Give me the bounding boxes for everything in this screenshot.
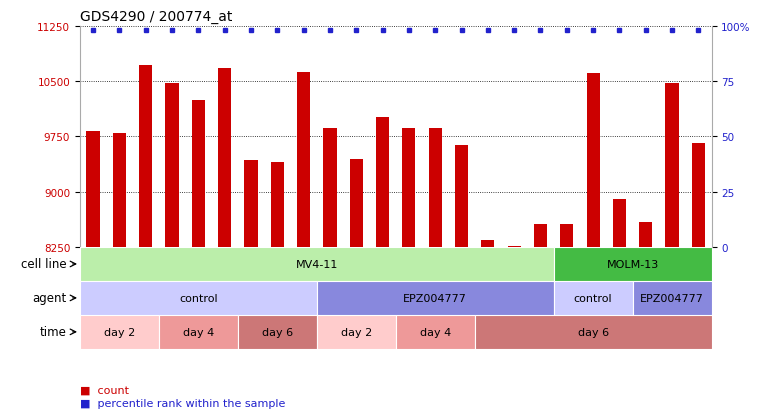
Bar	[508, 246, 521, 247]
Text: time: time	[40, 325, 67, 339]
Bar	[475, 315, 712, 349]
Bar	[554, 281, 632, 315]
Bar	[165, 83, 179, 247]
Bar	[692, 144, 705, 247]
Text: ■  percentile rank within the sample: ■ percentile rank within the sample	[80, 398, 285, 408]
Bar	[238, 315, 317, 349]
Bar	[323, 129, 336, 247]
Bar	[632, 281, 712, 315]
Bar	[396, 315, 475, 349]
Text: EPZ004777: EPZ004777	[403, 293, 467, 303]
Bar	[428, 128, 442, 247]
Text: day 2: day 2	[341, 327, 372, 337]
Bar	[113, 133, 126, 247]
Text: GDS4290 / 200774_at: GDS4290 / 200774_at	[80, 10, 232, 24]
Text: day 6: day 6	[262, 327, 293, 337]
Text: EPZ004777: EPZ004777	[640, 293, 704, 303]
Bar	[317, 315, 396, 349]
Text: control: control	[574, 293, 613, 303]
Text: control: control	[179, 293, 218, 303]
Bar	[349, 159, 363, 247]
Bar	[80, 315, 159, 349]
Text: ■  count: ■ count	[80, 385, 129, 395]
Bar	[244, 161, 257, 247]
Bar	[192, 100, 205, 247]
Bar	[317, 281, 554, 315]
Text: MV4-11: MV4-11	[295, 259, 338, 269]
Bar	[613, 199, 626, 247]
Bar	[376, 118, 389, 247]
Text: cell line: cell line	[21, 258, 67, 271]
Bar	[87, 132, 100, 247]
Text: day 4: day 4	[183, 327, 214, 337]
Bar	[455, 145, 468, 247]
Bar	[297, 73, 310, 247]
Bar	[403, 128, 416, 247]
Bar	[534, 225, 547, 247]
Bar	[560, 225, 573, 247]
Bar	[554, 247, 712, 281]
Text: day 4: day 4	[419, 327, 451, 337]
Bar	[139, 66, 152, 247]
Text: day 2: day 2	[103, 327, 135, 337]
Text: day 6: day 6	[578, 327, 609, 337]
Bar	[481, 241, 495, 247]
Bar	[80, 281, 317, 315]
Text: agent: agent	[33, 292, 67, 305]
Bar	[218, 69, 231, 247]
Bar	[665, 83, 679, 247]
Text: MOLM-13: MOLM-13	[607, 259, 659, 269]
Bar	[587, 74, 600, 247]
Bar	[271, 163, 284, 247]
Bar	[159, 315, 238, 349]
Bar	[80, 247, 554, 281]
Bar	[639, 222, 652, 247]
